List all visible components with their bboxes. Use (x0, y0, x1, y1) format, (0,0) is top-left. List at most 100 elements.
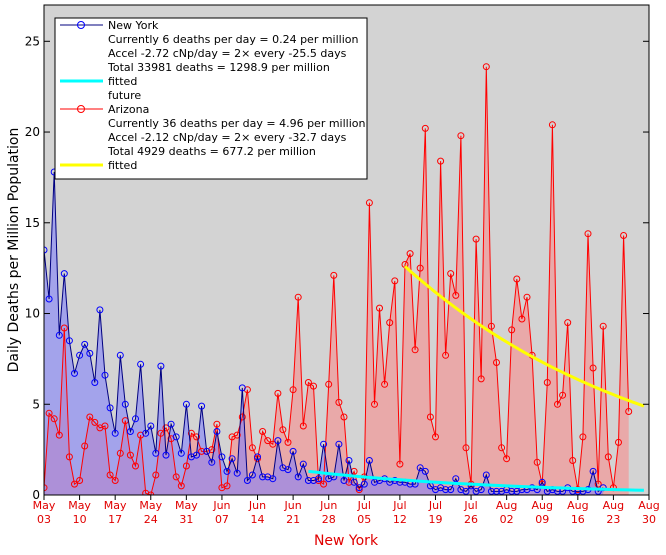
point-ny (487, 487, 495, 495)
point-ny (350, 478, 358, 486)
point-ny (233, 469, 241, 477)
point-ny (304, 477, 312, 484)
point-ny (116, 351, 124, 359)
point-az (177, 482, 185, 490)
x-tick-day: 26 (464, 513, 478, 526)
x-tick-month: Jun (284, 499, 302, 512)
point-az (259, 428, 267, 435)
point-ny (65, 337, 73, 345)
point-az (335, 398, 343, 406)
y-axis-label: Daily Deaths per Million Population (6, 128, 22, 373)
point-az (579, 433, 587, 441)
point-ny (462, 487, 470, 495)
point-ny (493, 487, 500, 495)
x-tick-month: May (68, 499, 91, 512)
point-ny (447, 486, 455, 494)
legend-entry: fitted (108, 159, 137, 172)
x-tick-month: May (175, 499, 198, 512)
point-ny (193, 451, 200, 459)
point-az (589, 364, 597, 372)
point-az (554, 400, 561, 408)
point-az (101, 422, 109, 430)
point-ny (299, 460, 307, 468)
legend-entry: Total 4929 deaths = 677.2 per million (107, 145, 316, 158)
legend-marker-ny (77, 21, 85, 29)
y-tick-label: 20 (25, 125, 40, 139)
point-az (625, 408, 633, 415)
point-ny (55, 331, 63, 339)
point-az (147, 491, 155, 495)
point-ny (421, 467, 429, 475)
point-ny (106, 404, 114, 412)
point-ny (44, 246, 48, 254)
point-ny (213, 428, 221, 435)
legend-entry: fitted (108, 75, 137, 88)
point-az (248, 444, 256, 452)
point-az (452, 291, 460, 299)
axes: 0510152025May03May10May17May24May31Jun07… (25, 4, 660, 526)
point-az (233, 431, 241, 439)
legend-entry: Accel -2.12 cNp/day = 2× every -32.7 day… (108, 131, 347, 144)
x-tick-day: 02 (500, 513, 514, 526)
point-ny (340, 477, 348, 484)
point-az (599, 322, 607, 330)
point-az (198, 447, 206, 455)
x-tick-day: 07 (215, 513, 229, 526)
point-ny (177, 449, 185, 457)
point-az (116, 449, 124, 457)
point-ny (172, 433, 180, 441)
point-az (487, 322, 495, 330)
x-tick-day: 16 (571, 513, 585, 526)
point-az (45, 409, 53, 417)
x-tick-day: 05 (357, 513, 371, 526)
point-az (264, 437, 272, 445)
area-ny (44, 172, 604, 495)
point-az (426, 413, 434, 421)
point-az (106, 471, 114, 479)
x-tick-month: May (104, 499, 127, 512)
point-ny (203, 447, 211, 455)
point-ny (243, 477, 251, 484)
x-tick-month: Aug (531, 499, 552, 512)
point-az (543, 379, 551, 386)
point-ny (294, 473, 302, 481)
x-tick-day: 17 (108, 513, 122, 526)
x-tick-month: Jul (357, 499, 371, 512)
point-ny (238, 384, 246, 392)
point-az (274, 389, 282, 397)
plot-border (43, 4, 650, 496)
point-ny (284, 466, 292, 474)
x-tick-day: 28 (322, 513, 336, 526)
point-ny (228, 455, 236, 463)
point-az (503, 455, 511, 463)
x-axis-label: New York (314, 533, 379, 549)
point-ny (320, 440, 328, 448)
point-ny (223, 467, 231, 475)
x-tick-month: Jul (463, 499, 477, 512)
point-az (498, 444, 506, 452)
point-ny (45, 295, 53, 303)
x-tick-day: 10 (73, 513, 87, 526)
point-ny (71, 369, 78, 377)
point-az (564, 319, 572, 327)
point-ny (365, 457, 373, 464)
y-tick-label: 10 (25, 307, 40, 321)
x-tick-day: 21 (286, 513, 300, 526)
point-az (157, 429, 165, 437)
y-tick-label: 25 (25, 34, 40, 48)
point-ny (198, 402, 206, 410)
point-az (162, 424, 170, 432)
point-ny (121, 400, 129, 408)
point-az (152, 471, 160, 479)
point-az (213, 420, 221, 428)
point-ny (508, 487, 516, 495)
point-az (584, 230, 592, 238)
point-az (396, 460, 404, 468)
point-az (299, 422, 307, 430)
point-ny (91, 379, 99, 386)
x-tick-day: 31 (179, 513, 193, 526)
point-ny (157, 362, 165, 370)
point-ny (147, 422, 155, 430)
point-ny (360, 480, 368, 488)
